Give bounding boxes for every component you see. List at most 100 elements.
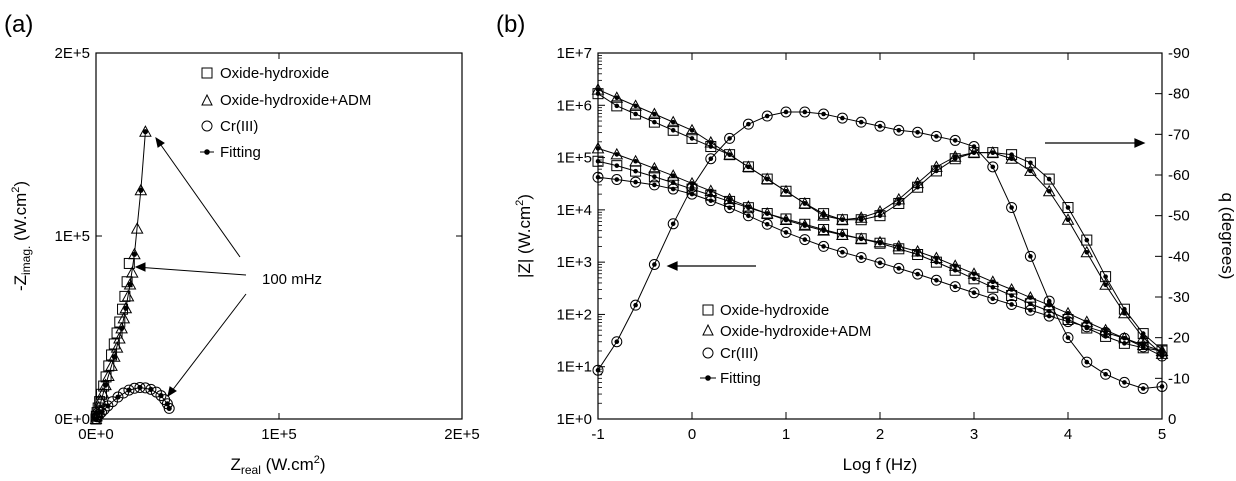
arrow-right-head — [1134, 138, 1146, 148]
b-point-square — [855, 214, 867, 226]
a-point-dot-line — [115, 394, 121, 400]
legend-a-item-2: Oxide-hydroxide+ADM — [220, 92, 371, 109]
legend-a-item-3: Cr(III) — [220, 118, 258, 135]
b-y2-tick-label: -40 — [1168, 248, 1190, 265]
a-point-circle — [98, 403, 110, 415]
b-fit-dot — [727, 136, 732, 141]
b-point-triangle — [1061, 213, 1075, 225]
a-point-circle — [134, 382, 146, 394]
b-fit-dot — [1046, 188, 1052, 194]
b-fit-dot — [1046, 298, 1052, 304]
b-fit-dot — [614, 152, 620, 157]
b-point-triangle — [911, 176, 924, 189]
a-point-circle — [95, 406, 107, 418]
b-point-triangle — [1099, 278, 1112, 290]
a-x-tick-label: 0E+0 — [78, 426, 113, 443]
panel-a-series — [89, 125, 175, 425]
b-fit-dot — [1046, 302, 1052, 308]
a-point-dot-line — [127, 281, 133, 288]
a-point-triangle — [134, 183, 148, 196]
b-point-triangle — [873, 235, 887, 248]
panel-b-axis-arrows — [666, 138, 1146, 271]
b-fit-dot — [670, 186, 676, 192]
b-y2-tick-label: -80 — [1168, 86, 1190, 103]
a-point-circle — [155, 390, 167, 402]
b-point-triangle — [629, 154, 642, 167]
b-y-tick-label: 1E+3 — [557, 254, 592, 271]
legend-a-item-1: Oxide-hydroxide — [220, 65, 329, 82]
b-fit-dot — [1103, 282, 1108, 288]
b-y2-tick-label: 0 — [1168, 411, 1176, 428]
b-fit-dot — [652, 262, 657, 267]
b-fit-dot — [990, 150, 996, 155]
b-fit-dot — [877, 260, 883, 266]
b-point-triangle — [723, 192, 736, 205]
b-point-circle — [1024, 304, 1036, 316]
b-fit-dot — [1065, 205, 1071, 210]
legend-b-item-2: Oxide-hydroxide+ADM — [720, 323, 871, 340]
a-point-dot-line — [164, 401, 170, 407]
b-fit-dot — [1046, 313, 1052, 319]
annotation-100mhz: 100 mHz — [262, 271, 322, 288]
b-point-triangle — [760, 172, 774, 185]
legend-b-circle-marker — [702, 347, 714, 359]
b-fit-dot — [633, 179, 638, 185]
b-fit-curve — [597, 176, 1163, 357]
b-point-triangle — [648, 107, 661, 119]
b-point-circle — [592, 171, 604, 183]
b-x-tick-label: 4 — [1064, 426, 1072, 443]
panel-b-legend: Oxide-hydroxide Oxide-hydroxide+ADM Cr(I… — [700, 302, 871, 387]
b-fit-dot — [952, 263, 958, 269]
b-point-triangle — [1005, 282, 1018, 295]
b-fit-dot — [633, 168, 638, 174]
b-fit-dot — [840, 217, 845, 223]
panel-b: (b) -1 0 1 2 3 4 51E+01E+11E+21E+31E+41E+51E+6… — [496, 11, 1236, 474]
b-fit-dot — [840, 249, 845, 255]
annotation-arrows — [134, 136, 247, 398]
b-y-tick-label: 1E+4 — [557, 202, 592, 219]
b-point-circle — [949, 281, 961, 293]
b-point-circle — [836, 246, 848, 258]
a-point-dot-line — [137, 384, 143, 391]
b-fit-dot — [1084, 324, 1090, 330]
panel-b-series — [591, 83, 1169, 394]
b-point-circle — [855, 251, 867, 263]
b-fit-dot — [990, 296, 996, 301]
arrow-to-cr — [167, 293, 247, 397]
b-point-triangle — [798, 196, 812, 209]
b-point-circle — [987, 293, 999, 305]
b-fit-dot — [708, 188, 714, 194]
b-fit-dot — [952, 284, 958, 289]
b-point-triangle — [836, 228, 849, 241]
b-point-square — [630, 108, 642, 120]
panel-a-ylabel: -Zimag. (W.cm2) — [10, 181, 33, 291]
panel-b-xlabel: Log f (Hz) — [843, 455, 918, 474]
b-point-triangle — [986, 275, 1000, 287]
a-point-dot-line — [131, 251, 138, 257]
b-point-circle — [1006, 202, 1018, 214]
a-point-circle — [112, 391, 124, 403]
b-point-circle — [930, 130, 942, 142]
a-point-triangle — [115, 321, 128, 334]
b-point-triangle — [892, 192, 906, 205]
b-fit-dot — [614, 177, 620, 182]
a-point-circle — [117, 387, 129, 399]
b-fit-dot — [1122, 380, 1127, 385]
b-point-circle — [1137, 383, 1149, 394]
b-point-triangle — [930, 251, 943, 264]
b-point-triangle — [817, 209, 830, 221]
b-fit-dot — [1028, 307, 1033, 313]
b-fit-dot — [1028, 254, 1033, 259]
b-fit-dot — [652, 166, 657, 171]
b-y-tick-label: 1E+5 — [557, 150, 592, 167]
a-point-square — [108, 338, 120, 350]
b-fit-dot — [1009, 156, 1014, 162]
a-point-triangle — [107, 350, 121, 362]
b-fit-dot — [614, 103, 620, 109]
b-point-triangle — [930, 160, 943, 172]
arrow-left-head — [666, 261, 678, 271]
b-fit-dot — [821, 244, 826, 249]
b-point-triangle — [1024, 164, 1037, 176]
b-point-circle — [648, 179, 660, 191]
b-point-circle — [1043, 310, 1055, 322]
